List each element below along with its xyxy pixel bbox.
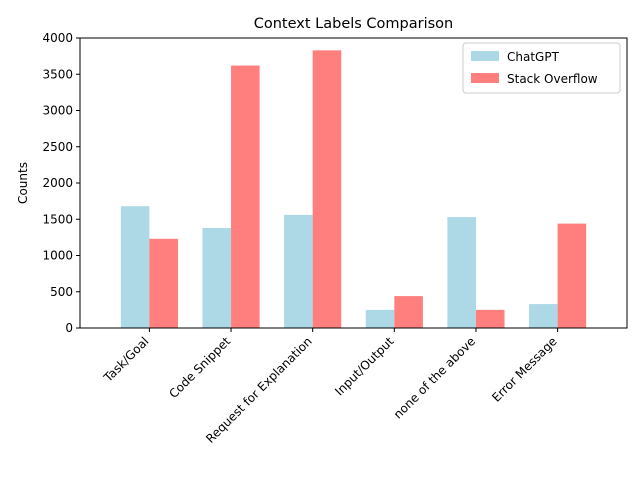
legend-swatch — [471, 51, 499, 61]
bar-chatgpt — [447, 217, 476, 328]
bar-chatgpt — [202, 227, 232, 328]
bar-stack-overflow — [394, 296, 423, 328]
bar-chatgpt — [365, 309, 395, 328]
y-tick-label: 2000 — [42, 176, 73, 190]
legend-box — [462, 42, 621, 94]
plot-frame — [79, 37, 628, 329]
legend-swatch — [471, 73, 499, 83]
y-tick-label: 1000 — [42, 249, 73, 263]
bar-chatgpt — [284, 214, 313, 328]
y-tick-label: 4000 — [42, 31, 73, 45]
y-axis: 0 500 1000 1500 2000 2500 3000 3500 4000 — [42, 31, 80, 335]
x-tick-label: none of the above — [391, 334, 478, 421]
x-tick-label: Error Message — [489, 334, 559, 404]
y-tick-label: 3000 — [42, 104, 73, 118]
bar-chatgpt — [120, 206, 150, 328]
y-tick-label: 0 — [65, 321, 73, 335]
bar-stack-overflow — [312, 50, 342, 328]
bar-stack-overflow — [149, 238, 178, 328]
bar-stack-overflow — [231, 65, 260, 329]
bars-layer — [120, 50, 587, 329]
x-tick-label: Task/Goal — [100, 334, 151, 385]
legend-label: Stack Overflow — [507, 72, 598, 86]
x-tick-label: Code Snippet — [166, 334, 233, 401]
y-tick-label: 2500 — [42, 140, 73, 154]
bar-stack-overflow — [475, 309, 505, 328]
bar-chatgpt — [529, 304, 558, 328]
legend: ChatGPT Stack Overflow — [462, 42, 621, 94]
y-tick-label: 3500 — [42, 67, 73, 81]
legend-label: ChatGPT — [507, 50, 560, 64]
y-tick-label: 500 — [50, 285, 73, 299]
x-tick-label: Input/Output — [332, 334, 396, 398]
y-tick-label: 1500 — [42, 212, 73, 226]
bar-stack-overflow — [557, 223, 587, 328]
chart-title: Context Labels Comparison — [254, 16, 454, 32]
y-axis-title: Counts — [16, 162, 30, 204]
